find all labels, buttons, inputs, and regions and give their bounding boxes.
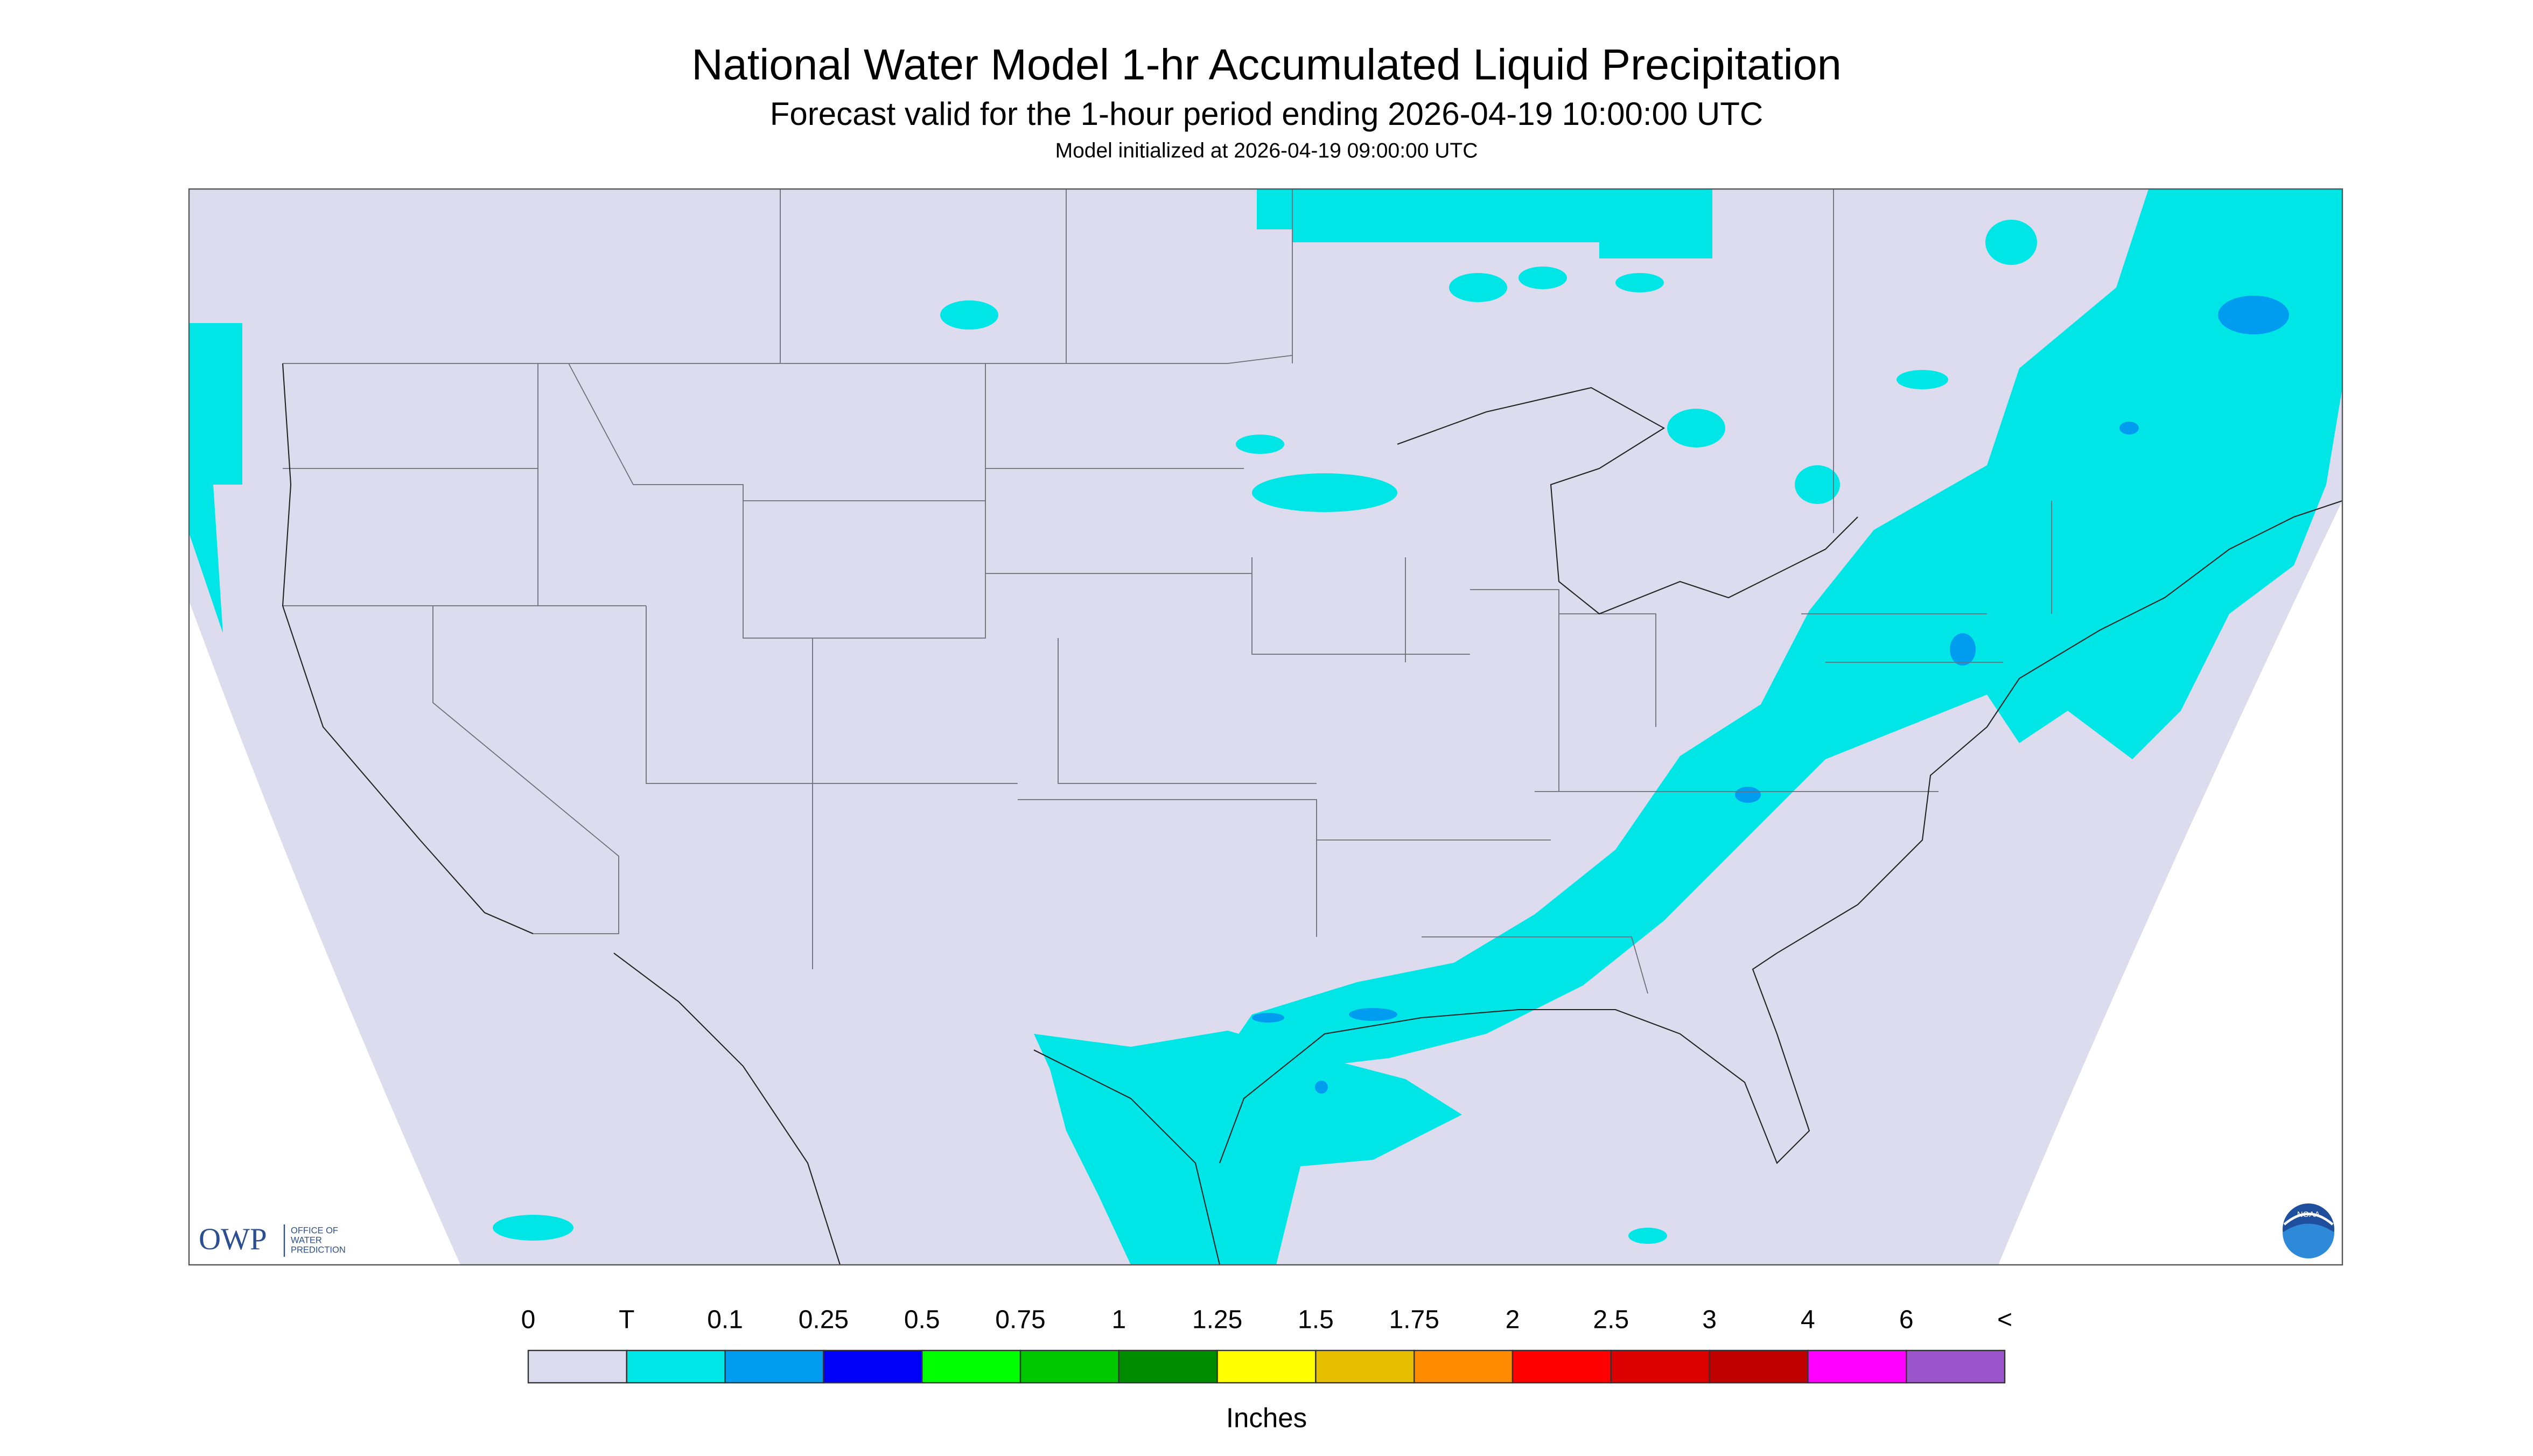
- color-box: [921, 1349, 1021, 1384]
- colorbar-unit: Inches: [1226, 1402, 1307, 1433]
- color-box: [1709, 1349, 1809, 1384]
- coastlines: [282, 363, 2342, 1265]
- owp-name: OFFICE OF: [291, 1226, 338, 1235]
- model-domain: [189, 189, 2342, 1265]
- color-box: [1610, 1349, 1710, 1384]
- colorbar-label: 6: [1899, 1306, 1914, 1334]
- precip-light: [1252, 296, 2289, 1094]
- owp-name: PREDICTION: [291, 1245, 346, 1255]
- colorbar-label: 1.5: [1298, 1306, 1334, 1334]
- boundaries: [283, 189, 2052, 994]
- colorbar-label: T: [619, 1306, 634, 1334]
- init-time: Model initialized at 2026-04-19 09:00:00…: [1055, 139, 1478, 162]
- colorbar-label: 0.1: [707, 1306, 743, 1334]
- color-box: [1414, 1349, 1514, 1384]
- owp-name: WATER: [291, 1235, 322, 1245]
- color-box: [724, 1349, 824, 1384]
- map-frame: [188, 188, 2343, 1266]
- color-box: [1315, 1349, 1415, 1384]
- colorbar-label: 1.25: [1192, 1306, 1242, 1334]
- colorbar-label: 4: [1801, 1306, 1815, 1334]
- color-box: [1118, 1349, 1218, 1384]
- colorbar-label: 0.75: [995, 1306, 1045, 1334]
- noaa-text: NOAA: [2297, 1210, 2320, 1219]
- owp-logo: OWP: [199, 1222, 267, 1256]
- noaa-logo: NOAA: [2283, 1203, 2334, 1259]
- colorbar-label: 2.5: [1593, 1306, 1629, 1334]
- color-box: [1216, 1349, 1317, 1384]
- color-box: [1905, 1349, 2006, 1384]
- colorbar-label: 0.5: [904, 1306, 940, 1334]
- color-box: [1512, 1349, 1612, 1384]
- title: National Water Model 1-hr Accumulated Li…: [691, 40, 1842, 89]
- colorbar-label: 0: [521, 1306, 536, 1334]
- subtitle: Forecast valid for the 1-hour period end…: [770, 96, 1763, 132]
- colorbar-label: <: [1997, 1306, 2012, 1334]
- colorbar-label: 1: [1111, 1306, 1126, 1334]
- color-box: [823, 1349, 923, 1384]
- color-box: [1807, 1349, 1907, 1384]
- colorbar-label: 1.75: [1389, 1306, 1439, 1334]
- precip-trace: [189, 189, 2342, 1265]
- colorbar-label: 2: [1506, 1306, 1520, 1334]
- color-box: [527, 1349, 628, 1384]
- map: OWP OFFICE OF WATER PREDICTION NOAA: [188, 188, 2343, 1266]
- colorbar: 0 T 0.1 0.25 0.5 0.75 1 1.25 1.5 1.75 2 2.5 3 4 6 <: [521, 1306, 2012, 1384]
- color-box: [626, 1349, 726, 1384]
- color-box: [1019, 1349, 1120, 1384]
- colorbar-label: 0.25: [799, 1306, 849, 1334]
- colorbar-label: 3: [1702, 1306, 1717, 1334]
